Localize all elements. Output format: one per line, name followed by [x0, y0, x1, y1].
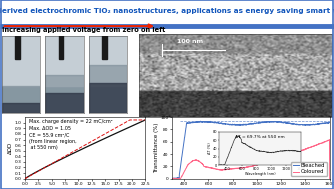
Bleached [199, 120, 203, 122]
Text: Increasing applied voltage from zero on left: Increasing applied voltage from zero on … [2, 27, 165, 33]
Bar [58, 34, 63, 59]
Coloured [289, 153, 293, 156]
Coloured [170, 177, 174, 180]
Bar [89, 36, 127, 86]
Line: Coloured: Coloured [172, 140, 330, 179]
Bar [45, 75, 84, 113]
Bar [2, 85, 40, 113]
Line: Bleached: Bleached [172, 121, 330, 179]
Coloured [328, 177, 332, 180]
Y-axis label: ΔOD: ΔOD [8, 142, 13, 154]
Coloured [170, 177, 174, 180]
Coloured [283, 155, 287, 157]
Bleached [289, 123, 293, 125]
Coloured [327, 139, 331, 141]
Coloured [211, 167, 215, 170]
Bar [45, 93, 84, 113]
Bleached [170, 177, 174, 180]
Coloured [187, 162, 191, 165]
Bleached [171, 177, 175, 180]
Bar [89, 65, 127, 113]
Bleached [211, 121, 215, 123]
Coloured [306, 147, 310, 149]
Bar [45, 36, 84, 86]
Coloured [237, 167, 241, 169]
Bar [102, 34, 107, 59]
Bar [2, 103, 40, 113]
Bleached [238, 123, 242, 125]
Text: Max. charge density = 22 mC/cm²
Max. ΔOD = 1.05
CE = 55.9 cm²/C
(from linear reg: Max. charge density = 22 mC/cm² Max. ΔOD… [29, 119, 113, 150]
Y-axis label: Transmittance (%): Transmittance (%) [154, 123, 159, 173]
Legend: Bleached, Coloured: Bleached, Coloured [292, 162, 327, 176]
Bleached [328, 121, 332, 124]
Bleached [187, 122, 191, 124]
Bar [15, 34, 20, 59]
Bar [89, 83, 127, 113]
Text: 100 nm: 100 nm [177, 39, 203, 44]
Text: Sol-gel derived electrochromic TiO₂ nanostructures, applications as energy savin: Sol-gel derived electrochromic TiO₂ nano… [0, 8, 334, 14]
Bar [2, 36, 40, 86]
Bleached [283, 121, 287, 123]
Bleached [306, 124, 310, 126]
